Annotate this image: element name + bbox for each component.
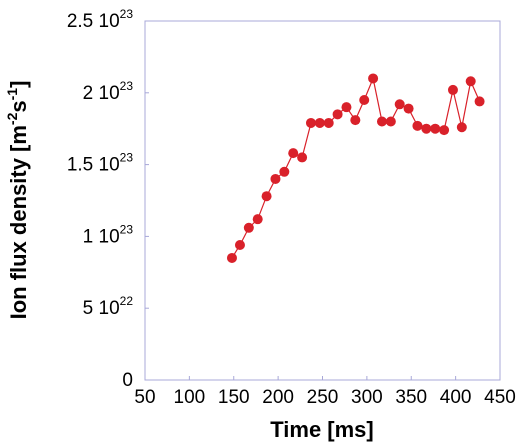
y-label-mid: s — [6, 100, 31, 112]
data-point-0 — [226, 252, 237, 263]
data-point-12 — [332, 109, 343, 120]
x-tick-label-5: 300 — [351, 387, 383, 408]
y-tick-exp-5: 23 — [120, 7, 134, 21]
data-point-11 — [323, 117, 334, 128]
data-point-7 — [288, 148, 299, 159]
y-tick-exp-3: 23 — [120, 151, 134, 165]
x-tick-label-2: 150 — [218, 387, 250, 408]
data-point-8 — [297, 152, 308, 163]
y-tick-label-3: 1.5 1023 — [67, 151, 134, 176]
y-tick-label-0: 0 — [122, 370, 133, 391]
data-point-17 — [376, 116, 387, 127]
x-tick-label-3: 200 — [262, 387, 294, 408]
y-tick-mantissa-4: 2 10 — [83, 83, 120, 104]
data-point-13 — [341, 102, 352, 113]
data-point-9 — [305, 117, 316, 128]
y-tick-label-4: 2 1023 — [83, 79, 134, 104]
y-tick-mantissa-3: 1.5 10 — [67, 155, 120, 176]
y-label-suffix: ] — [6, 81, 31, 88]
series-line-0 — [231, 76, 481, 259]
y-axis-label: Ion flux density [m-2s-1] — [4, 81, 31, 320]
data-point-21 — [412, 120, 423, 131]
x-tick-label-7: 400 — [440, 387, 472, 408]
x-tick-label-6: 350 — [395, 387, 427, 408]
data-point-3 — [252, 214, 263, 225]
data-point-18 — [385, 116, 396, 127]
data-point-19 — [394, 99, 405, 110]
data-point-20 — [403, 103, 414, 114]
data-point-5 — [270, 173, 281, 184]
data-point-22 — [421, 123, 432, 134]
data-point-14 — [350, 115, 361, 126]
y-tick-exp-4: 23 — [120, 79, 134, 93]
y-tick-exp-2: 23 — [120, 222, 134, 236]
data-point-26 — [456, 122, 467, 133]
data-point-23 — [430, 123, 441, 134]
data-point-16 — [368, 73, 379, 84]
x-tick-label-1: 100 — [174, 387, 206, 408]
y-tick-label-5: 2.5 1023 — [67, 7, 134, 32]
x-axis-ticks: 50 100 150 200 250 300 350 400 450 — [134, 376, 516, 408]
y-tick-mantissa-5: 2.5 10 — [67, 11, 120, 32]
y-label-exp1: -2 — [4, 112, 20, 125]
data-point-15 — [359, 94, 370, 105]
x-tick-label-8: 450 — [484, 387, 516, 408]
data-point-28 — [474, 96, 485, 107]
y-tick-mantissa-0: 0 — [122, 370, 133, 391]
plot-frame — [144, 20, 501, 381]
y-tick-mantissa-2: 1 10 — [83, 226, 120, 247]
y-label-prefix: Ion flux density [m — [6, 125, 31, 319]
y-tick-mantissa-1: 5 10 — [83, 298, 120, 319]
x-axis-label: Time [ms] — [270, 417, 374, 442]
data-point-2 — [243, 222, 254, 233]
y-label-exp2: -1 — [4, 88, 20, 101]
y-tick-label-2: 1 1023 — [83, 222, 134, 247]
data-point-25 — [447, 84, 458, 95]
data-point-4 — [261, 191, 272, 202]
data-point-1 — [234, 240, 245, 251]
data-point-24 — [439, 125, 450, 136]
y-tick-label-1: 5 1022 — [83, 294, 134, 319]
data-point-10 — [314, 117, 325, 128]
x-tick-label-0: 50 — [134, 387, 155, 408]
series-layer — [226, 73, 485, 263]
x-tick-label-4: 250 — [307, 387, 339, 408]
data-point-6 — [279, 166, 290, 177]
y-tick-exp-1: 22 — [120, 294, 134, 308]
data-point-27 — [465, 76, 476, 87]
